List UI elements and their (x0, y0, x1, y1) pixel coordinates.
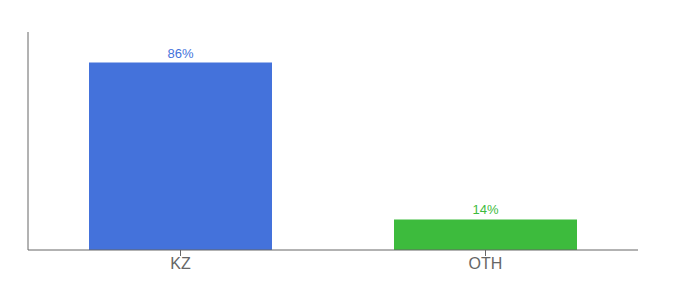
svg-text:OTH: OTH (469, 255, 503, 272)
svg-text:14%: 14% (472, 202, 498, 217)
svg-text:86%: 86% (167, 46, 193, 61)
svg-text:KZ: KZ (170, 255, 191, 272)
